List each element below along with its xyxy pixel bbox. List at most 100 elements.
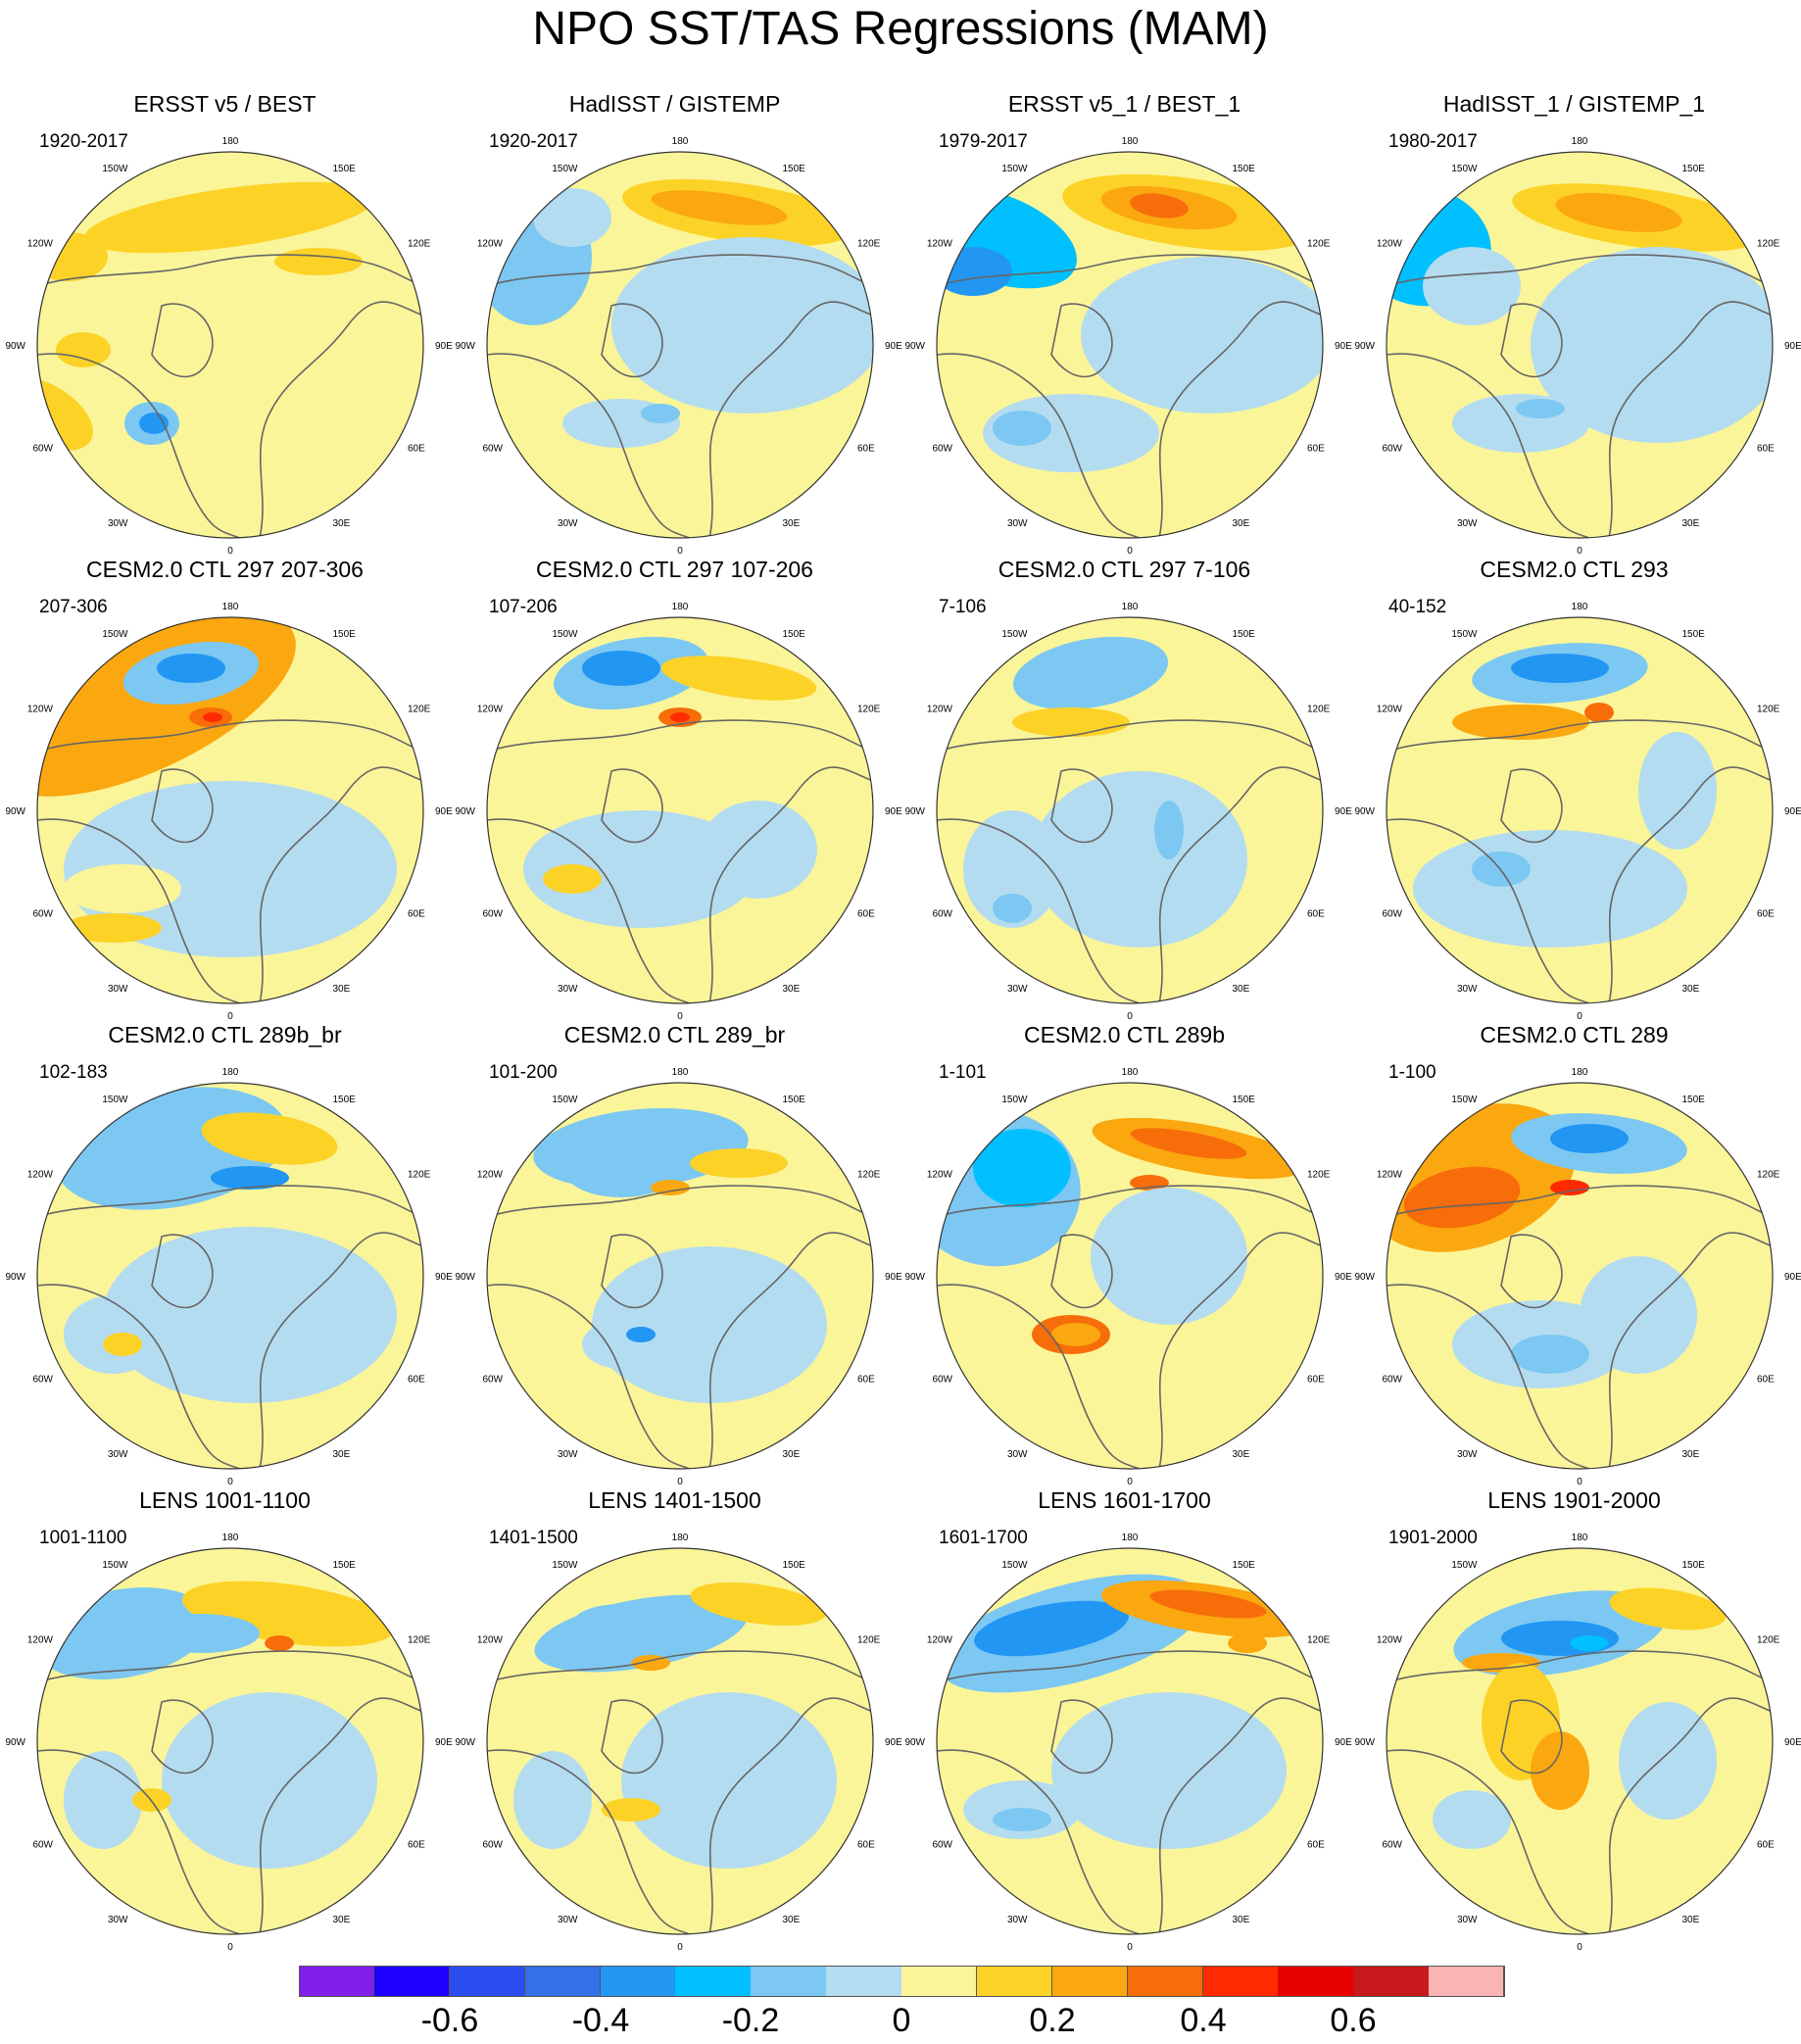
longitude-label: 150E bbox=[783, 629, 806, 640]
coastline bbox=[259, 1697, 423, 1934]
polar-map: 180 150E 120E 90E 60E 30E 0 30W 60W 90W 120W 150W bbox=[455, 1533, 902, 1953]
longitude-label: 90E bbox=[435, 1272, 453, 1283]
coastline bbox=[1387, 254, 1773, 287]
map-panel: LENS 1601-1700 1601-1700 180 150E 120E 90E 6… bbox=[900, 1396, 1352, 1953]
polar-map: 180 150E 120E 90E 60E 30E 0 30W 60W 90W 120W 150W bbox=[5, 1533, 453, 1953]
longitude-label: 90W bbox=[5, 1737, 25, 1748]
longitude-label: 60W bbox=[32, 909, 53, 920]
longitude-label: 90E bbox=[885, 1737, 902, 1748]
longitude-label: 90E bbox=[1335, 1737, 1352, 1748]
coastline bbox=[1608, 766, 1773, 1003]
anomaly-region bbox=[1051, 1692, 1287, 1849]
panel-title: ERSST v5_1 / BEST_1 bbox=[1007, 91, 1241, 117]
longitude-label: 30E bbox=[1233, 1915, 1250, 1925]
longitude-label: 90E bbox=[435, 1737, 453, 1748]
coastline bbox=[487, 254, 873, 287]
longitude-label: 60W bbox=[32, 1840, 53, 1851]
longitude-label: 30E bbox=[783, 984, 801, 995]
longitude-label: 30W bbox=[1007, 1915, 1028, 1925]
anomaly-region bbox=[1413, 830, 1687, 948]
longitude-label: 0 bbox=[1127, 1942, 1133, 1953]
map-border bbox=[1386, 1547, 1774, 1935]
coastline bbox=[1158, 1232, 1323, 1469]
longitude-label: 180 bbox=[1572, 1533, 1588, 1543]
longitude-label: 120E bbox=[1757, 1635, 1780, 1646]
coastline bbox=[151, 768, 214, 844]
coastline bbox=[937, 1749, 1141, 1934]
anomaly-region bbox=[103, 1333, 142, 1356]
colorbar-swatch bbox=[1051, 1966, 1129, 1997]
anomaly-region bbox=[690, 1148, 788, 1178]
longitude-label: 90E bbox=[1784, 1272, 1801, 1283]
longitude-label: 0 bbox=[1577, 1011, 1582, 1022]
coastline bbox=[601, 1234, 663, 1309]
anomaly-region bbox=[602, 1798, 660, 1822]
coastline bbox=[937, 719, 1323, 753]
longitude-label: 60W bbox=[932, 1375, 952, 1386]
map-panel: LENS 1001-1100 1001-1100 180 150E 120E 90E 6… bbox=[0, 1396, 453, 1953]
longitude-label: 30W bbox=[558, 1915, 578, 1925]
longitude-label: 30E bbox=[783, 1449, 801, 1460]
anomaly-region bbox=[660, 656, 817, 701]
anomaly-region bbox=[1452, 705, 1589, 740]
panel-title: LENS 1401-1500 bbox=[588, 1487, 761, 1513]
anomaly-region bbox=[142, 1614, 260, 1653]
panel-period: 1901-2000 bbox=[1388, 1528, 1478, 1548]
longitude-label: 30W bbox=[1007, 1449, 1028, 1460]
longitude-label: 90W bbox=[455, 1737, 475, 1748]
coastline bbox=[1387, 1650, 1773, 1683]
anomaly-region bbox=[533, 188, 611, 247]
longitude-label: 60E bbox=[1307, 1840, 1325, 1851]
anomaly-region bbox=[621, 1692, 837, 1869]
panel-period: 1979-2017 bbox=[939, 131, 1028, 152]
panel-title: CESM2.0 CTL 289b_br bbox=[108, 1022, 342, 1047]
map-border bbox=[936, 151, 1324, 539]
anomaly-region bbox=[37, 695, 179, 769]
longitude-label: 120E bbox=[408, 1170, 431, 1181]
longitude-label: 60E bbox=[857, 1375, 875, 1386]
longitude-label: 30W bbox=[108, 1449, 128, 1460]
coastline bbox=[1500, 1699, 1563, 1775]
panel-period: 102-183 bbox=[39, 1062, 108, 1083]
longitude-label: 150W bbox=[102, 629, 128, 640]
longitude-label: 180 bbox=[672, 602, 689, 612]
longitude-label: 90E bbox=[1335, 806, 1352, 817]
longitude-label: 30W bbox=[108, 518, 128, 529]
coastline bbox=[937, 254, 1323, 287]
longitude-label: 120E bbox=[408, 705, 431, 715]
longitude-label: 150E bbox=[1682, 1560, 1706, 1571]
anomaly-region bbox=[1130, 193, 1189, 219]
longitude-label: 120E bbox=[857, 1635, 881, 1646]
anomaly-region bbox=[670, 712, 690, 722]
longitude-label: 90W bbox=[5, 1272, 25, 1283]
longitude-label: 120W bbox=[927, 705, 953, 715]
longitude-label: 150W bbox=[1451, 1095, 1478, 1105]
map-panel: LENS 1901-2000 1901-2000 180 150E 120E 90E 6… bbox=[1349, 1396, 1801, 1953]
colorbar-swatch bbox=[675, 1966, 752, 1997]
longitude-label: 60E bbox=[1307, 909, 1325, 920]
longitude-label: 150W bbox=[1451, 1560, 1478, 1571]
map-border bbox=[486, 1082, 874, 1470]
longitude-label: 150W bbox=[102, 1095, 128, 1105]
coastline bbox=[487, 1185, 873, 1218]
map-panel: CESM2.0 CTL 297 7-106 7-106 180 150E 120E 9… bbox=[900, 465, 1352, 1022]
anomaly-region bbox=[1154, 801, 1184, 859]
longitude-label: 0 bbox=[1127, 546, 1133, 557]
colorbar-swatch bbox=[299, 1966, 375, 1997]
polar-map: 180 150E 120E 90E 60E 30E 0 30W 60W 90W 120W 150W bbox=[904, 1067, 1352, 1487]
anomaly-region bbox=[582, 651, 660, 686]
longitude-label: 60W bbox=[32, 444, 53, 455]
longitude-label: 150E bbox=[783, 1560, 806, 1571]
panel-period: 1980-2017 bbox=[1388, 131, 1478, 152]
longitude-label: 30E bbox=[1682, 1915, 1700, 1925]
longitude-label: 60E bbox=[408, 444, 425, 455]
panel-title: CESM2.0 CTL 297 7-106 bbox=[998, 557, 1251, 582]
anomaly-region bbox=[1051, 1323, 1100, 1346]
longitude-label: 90W bbox=[455, 341, 475, 352]
map-border bbox=[36, 1082, 424, 1470]
colorbar-tick-label: -0.4 bbox=[571, 2002, 630, 2039]
longitude-label: 60E bbox=[857, 909, 875, 920]
longitude-label: 30W bbox=[558, 518, 578, 529]
colorbar-swatch bbox=[449, 1966, 526, 1997]
coastline bbox=[937, 1650, 1323, 1683]
